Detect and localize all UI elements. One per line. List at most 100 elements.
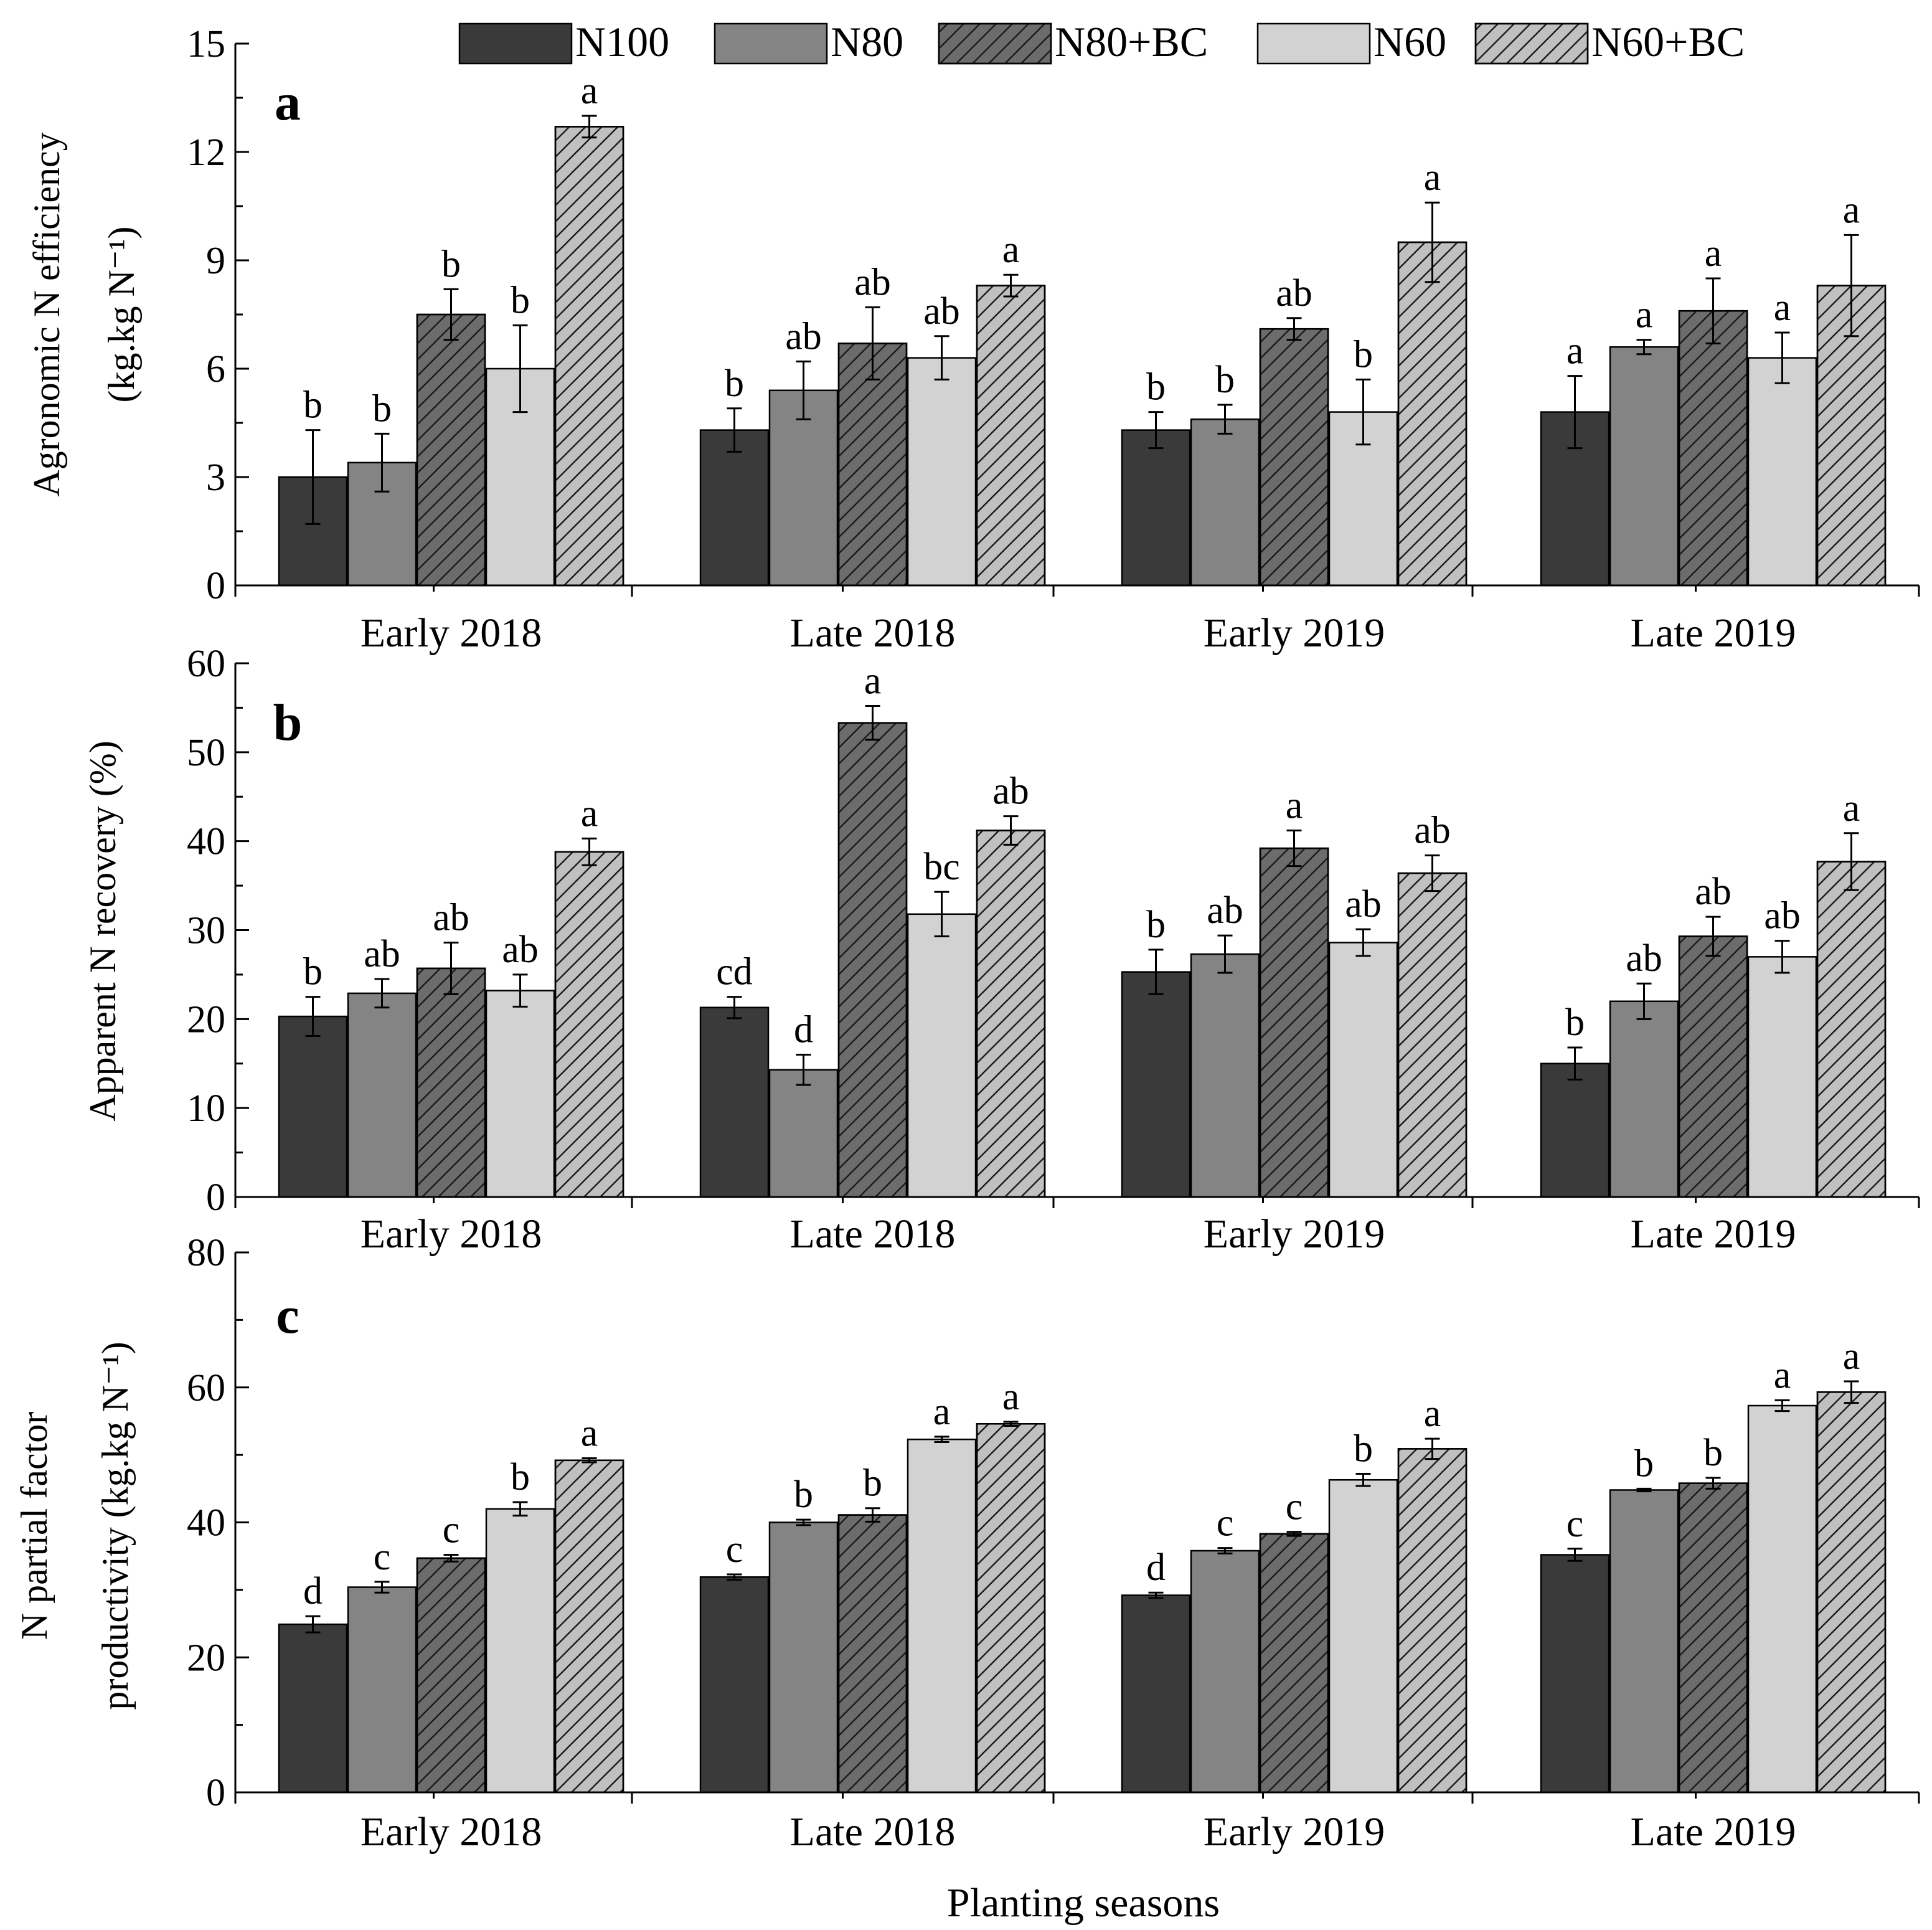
error-bar-n80-bc (1286, 1531, 1302, 1537)
panel-letter: c (276, 1287, 299, 1345)
y-axis-label: productivity (kg.kg N⁻¹) (95, 1341, 136, 1710)
legend-label-n60: N60 (1374, 18, 1446, 65)
significance-letter: a (1774, 286, 1791, 329)
y-tick-label: 30 (187, 910, 225, 952)
error-bar-n80 (1636, 339, 1652, 356)
bar-hatch-n60-bc (1397, 1448, 1468, 1794)
significance-letter: a (933, 1391, 951, 1433)
significance-letter: a (1843, 787, 1860, 830)
bar-hatch-n80-bc (416, 313, 486, 587)
bar-n100 (699, 1006, 770, 1198)
error-bar-n100 (1148, 411, 1164, 450)
significance-letter: d (1146, 1546, 1166, 1589)
bar-n100 (1121, 971, 1191, 1198)
error-bar-n100 (1567, 1046, 1583, 1081)
y-axis-label: Agronomic N efficiency (26, 132, 67, 496)
significance-letter: d (303, 1570, 323, 1612)
bar-n80 (1609, 1489, 1679, 1794)
bar-n60 (1747, 956, 1817, 1198)
significance-letter: ab (364, 933, 400, 975)
bar-hatch-n60-bc (976, 285, 1046, 587)
error-bar-n80 (374, 978, 390, 1009)
error-bar-n80-bc (1705, 915, 1721, 957)
error-bar-n80-bc (865, 306, 880, 381)
y-tick-label: 3 (206, 456, 225, 499)
significance-letter: ab (1207, 889, 1243, 932)
bar-n80 (1609, 1000, 1679, 1198)
bar-n80 (1190, 418, 1260, 587)
significance-letter: ab (433, 896, 469, 939)
error-bar-n60 (1355, 928, 1371, 957)
error-bar-n60 (1774, 1399, 1790, 1412)
bar-hatch-n80-bc (1678, 310, 1748, 587)
bar-hatch-n60-bc (1816, 861, 1887, 1198)
error-bar-n100 (305, 1615, 321, 1634)
x-tick-label: Early 2019 (1204, 1809, 1385, 1855)
error-bar-n80 (1636, 1487, 1652, 1493)
y-tick-label: 0 (206, 565, 225, 607)
significance-letter: d (794, 1008, 813, 1051)
significance-letter: b (1354, 1427, 1373, 1470)
bar-n60 (485, 990, 555, 1198)
significance-letter: ab (992, 770, 1029, 813)
error-bar-n80-bc (1705, 1477, 1721, 1490)
error-bar-n100 (1148, 948, 1164, 995)
error-bar-n80 (374, 1581, 390, 1594)
bar-hatch-n60-bc (1816, 1391, 1887, 1794)
error-bar-n60 (934, 1436, 950, 1444)
bar-hatch-n80-bc (1259, 847, 1329, 1198)
error-bar-n80-bc (865, 1507, 880, 1523)
significance-letter: b (1565, 1001, 1585, 1044)
significance-letter: ab (502, 929, 539, 971)
error-bar-n100 (305, 429, 321, 525)
y-axis-label: Apparent N recovery (%) (82, 740, 123, 1121)
significance-letter: ab (1764, 895, 1801, 937)
significance-letter: a (1774, 1354, 1791, 1396)
error-bar-n60-bc (1425, 201, 1440, 283)
significance-letter: ab (1276, 272, 1312, 315)
legend-label-n100: N100 (575, 18, 669, 65)
legend-item-n60: N60 (1256, 18, 1446, 65)
significance-letter: a (581, 792, 598, 835)
error-bar-n60-bc (1003, 1421, 1019, 1427)
significance-letter: a (1567, 330, 1584, 372)
group-late-2019: c b b a a (1540, 1335, 1887, 1794)
error-bar-n100 (727, 996, 742, 1019)
group-early-2018: b b b b a (278, 70, 624, 587)
error-bar-n60-bc (1425, 854, 1440, 892)
significance-letter: a (1424, 156, 1441, 199)
significance-letter: b (1354, 333, 1373, 376)
bar-n60 (1747, 1404, 1817, 1794)
x-axis-label: Planting seasons (947, 1880, 1220, 1926)
bar-n60 (485, 1508, 555, 1794)
significance-letter: a (1843, 1335, 1860, 1378)
error-bar-n80 (796, 1053, 811, 1086)
y-tick-label: 60 (187, 643, 225, 685)
error-bar-n80-bc (1705, 277, 1721, 344)
error-bar-n60 (934, 891, 950, 937)
legend-swatch-hatch (938, 22, 1052, 65)
significance-letter: a (1002, 1376, 1020, 1418)
x-tick-label: Early 2019 (1204, 610, 1385, 656)
significance-letter: bc (923, 846, 960, 888)
legend-item-n80-bc: N80+BC (938, 18, 1208, 65)
bar-n100 (278, 1623, 348, 1794)
y-tick-label: 20 (187, 1637, 225, 1679)
error-bar-n60 (512, 973, 528, 1008)
error-bar-n100 (727, 1573, 742, 1581)
bar-hatch-n60-bc (554, 126, 624, 587)
y-tick-label: 50 (187, 732, 225, 774)
panel-letter: a (275, 73, 301, 131)
significance-letter: a (581, 70, 598, 112)
significance-letter: ab (785, 315, 822, 357)
significance-letter: b (1703, 1432, 1723, 1474)
x-tick-label: Late 2019 (1631, 1211, 1796, 1257)
bar-n100 (1121, 1594, 1191, 1794)
error-bar-n80-bc (443, 941, 459, 995)
significance-letter: b (794, 1474, 813, 1516)
bar-hatch-n80-bc (1678, 1482, 1748, 1794)
significance-letter: cd (716, 951, 753, 993)
legend-label-n60-bc: N60+BC (1591, 18, 1745, 65)
